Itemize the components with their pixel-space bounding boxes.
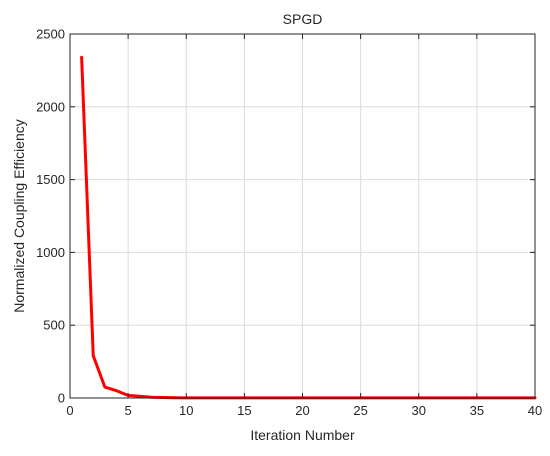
x-tick-label: 0 bbox=[66, 403, 73, 418]
grid-lines bbox=[70, 34, 535, 398]
y-tick-label: 2000 bbox=[36, 99, 65, 114]
x-tick-label: 30 bbox=[412, 403, 426, 418]
x-tick-label: 20 bbox=[295, 403, 309, 418]
y-tick-label: 500 bbox=[43, 318, 65, 333]
x-tick-label: 5 bbox=[125, 403, 132, 418]
x-tick-label: 40 bbox=[528, 403, 542, 418]
y-axis-label: Normalized Coupling Efficiency bbox=[11, 119, 27, 313]
x-tick-label: 10 bbox=[179, 403, 193, 418]
y-tick-label: 2500 bbox=[36, 27, 65, 42]
axis-ticks: 0 5 10 15 20 25 30 35 40 0 500 1000 1500 2000 2500 bbox=[36, 27, 542, 419]
y-tick-label: 1000 bbox=[36, 245, 65, 260]
x-axis-label: Iteration Number bbox=[250, 427, 355, 443]
y-tick-label: 1500 bbox=[36, 172, 65, 187]
y-tick-label: 0 bbox=[58, 391, 65, 406]
x-tick-label: 25 bbox=[353, 403, 367, 418]
x-tick-label: 35 bbox=[470, 403, 484, 418]
x-tick-label: 15 bbox=[237, 403, 251, 418]
chart-title: SPGD bbox=[283, 11, 323, 27]
